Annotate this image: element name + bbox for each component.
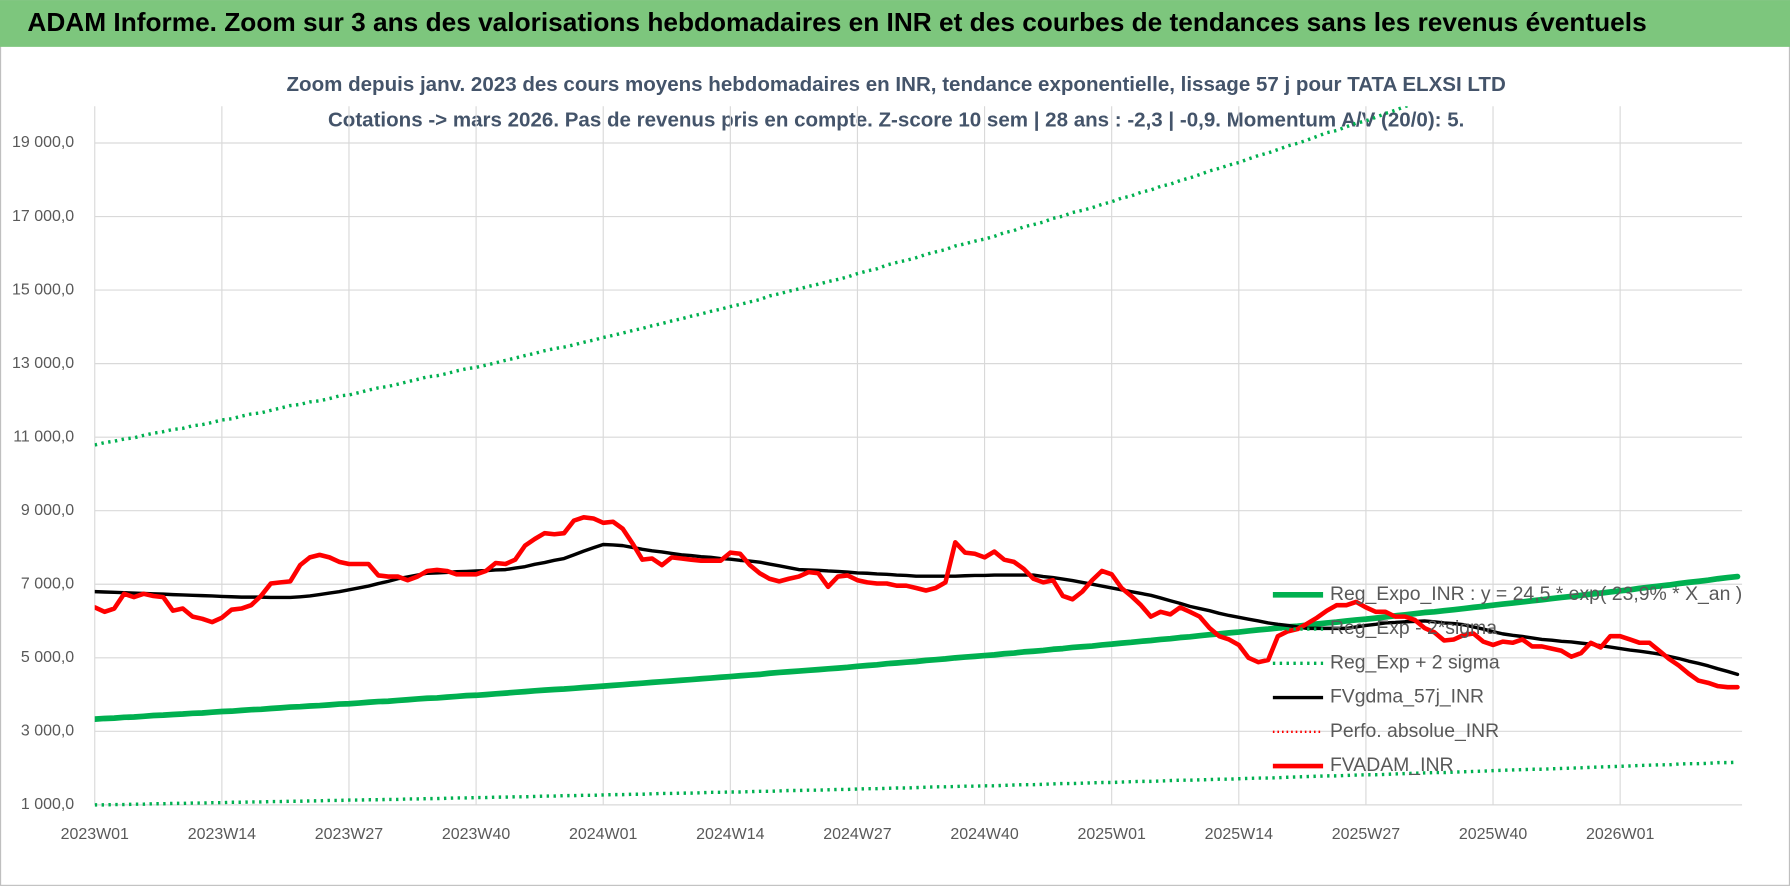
y-tick-label: 17 000,0	[12, 208, 74, 225]
x-tick-label: 2025W01	[1078, 826, 1146, 843]
y-tick-label: 1 000,0	[21, 796, 74, 813]
y-tick-label: 7 000,0	[21, 575, 74, 592]
x-tick-label: 2023W27	[315, 826, 383, 843]
x-tick-label: 2023W40	[442, 826, 510, 843]
x-tick-label: 2025W40	[1459, 826, 1527, 843]
y-tick-label: 19 000,0	[12, 134, 74, 151]
chart-title: Zoom depuis janv. 2023 des cours moyens …	[287, 73, 1506, 96]
legend-label: Reg_Exp + 2 sigma	[1330, 651, 1500, 673]
legend-label: Reg_Exp - 2*sigma	[1330, 617, 1497, 639]
x-tick-label: 2024W27	[823, 826, 891, 843]
x-tick-label: 2023W14	[188, 826, 256, 843]
series-lines	[94, 106, 1741, 807]
legend: Reg_Expo_INR : y = 24,5 * exp( 23,9% * X…	[1272, 583, 1742, 776]
y-tick-label: 9 000,0	[21, 502, 74, 519]
legend-label: Reg_Expo_INR : y = 24,5 * exp( 23,9% * X…	[1330, 583, 1742, 605]
series-line	[94, 542, 1740, 677]
x-tick-label: 2024W40	[950, 826, 1018, 843]
x-tick-label: 2026W01	[1586, 826, 1654, 843]
x-tick-label: 2025W14	[1205, 826, 1273, 843]
legend-label: FVADAM_INR	[1330, 754, 1454, 776]
y-tick-label: 13 000,0	[12, 355, 74, 372]
series-line	[94, 106, 1411, 447]
y-tick-label: 5 000,0	[21, 649, 74, 666]
series-line	[94, 515, 1740, 690]
x-tick-label: 2024W14	[696, 826, 764, 843]
x-tick-label: 2024W01	[569, 826, 637, 843]
page-title: ADAM Informe. Zoom sur 3 ans des valoris…	[27, 7, 1646, 37]
legend-label: FVgdma_57j_INR	[1330, 686, 1484, 708]
series-line	[94, 573, 1741, 723]
y-tick-label: 15 000,0	[12, 281, 74, 298]
y-tick-label: 11 000,0	[13, 428, 74, 445]
title-bar	[0, 0, 1790, 47]
x-tick-label: 2023W01	[61, 826, 129, 843]
chart-subtitle: Cotations -> mars 2026. Pas de revenus p…	[328, 108, 1464, 131]
legend-label: Perfo. absolue_INR	[1330, 720, 1499, 742]
y-tick-label: 3 000,0	[21, 723, 74, 740]
x-tick-label: 2025W27	[1332, 826, 1400, 843]
